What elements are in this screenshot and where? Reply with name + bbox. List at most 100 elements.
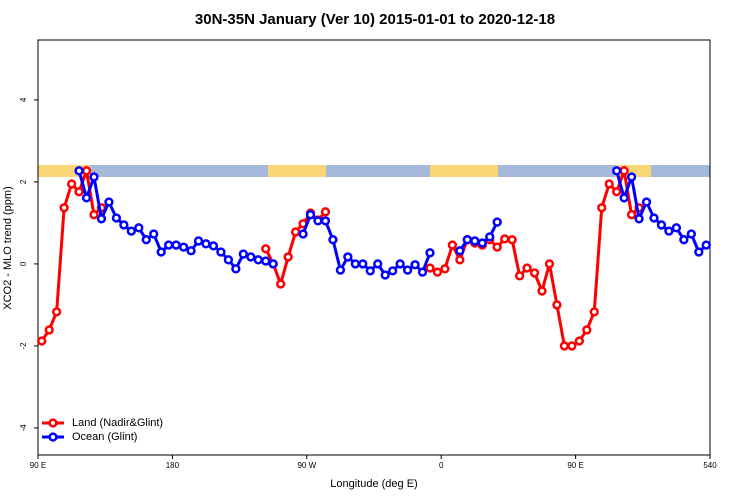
y-tick-label: 0 [19,261,28,266]
legend: Land (Nadir&Glint) Ocean (Glint) [42,417,163,443]
data-point [432,267,443,277]
data-point [619,193,629,203]
data-point [126,226,136,236]
data-point [298,229,308,239]
data-point [671,223,682,233]
legend-label: Land (Nadir&Glint) [72,417,163,429]
data-point [626,172,637,182]
data-point [59,203,69,213]
x-tick-label: 90 E [567,461,583,470]
data-point [156,247,166,257]
series-line [40,164,103,342]
data-point [305,210,316,220]
plot-frame [37,39,711,456]
data-point [320,216,331,226]
data-point [313,216,323,226]
data-point [417,267,428,277]
data-point [37,336,47,346]
data-point [358,259,368,269]
data-point [612,166,622,176]
data-point [246,252,256,262]
data-point [552,300,562,310]
land-mask-strip [38,165,710,177]
data-point [201,239,211,249]
data-point [231,264,241,274]
data-point [455,255,465,265]
data-point [492,242,502,252]
x-tick-label: 540 [703,461,717,470]
data-point [365,266,375,276]
data-point [514,271,525,281]
data-point [470,236,480,246]
data-point [111,213,122,223]
data-point [507,235,517,245]
data-point [149,229,159,239]
data-point [104,197,114,207]
data-point [208,241,219,251]
data-point [96,214,107,224]
data-point [626,210,637,220]
data-point [582,325,592,335]
data-point [141,235,151,245]
x-tick-label: 180 [166,461,180,470]
data-point [164,240,174,250]
data-point [589,307,599,317]
data-point [238,249,248,259]
data-point [477,238,487,248]
data-point [44,325,54,335]
data-point [492,217,502,227]
data-point [261,256,271,266]
data-point [268,259,278,269]
data-point [597,203,607,213]
data-point [134,223,144,233]
legend-label: Ocean (Glint) [72,431,137,443]
data-point [694,247,704,257]
data-point [679,235,689,245]
data-point [567,341,577,351]
data-point [701,240,711,250]
data-point [81,193,92,203]
data-point [81,166,92,176]
y-tick-label: -4 [19,424,28,432]
data-point [641,197,652,207]
data-point [328,235,338,245]
data-point [320,207,331,217]
data-point [559,341,570,351]
data-point [612,187,622,197]
data-point [522,263,532,273]
data-point [455,246,465,256]
data-point [500,234,510,244]
data-point [178,242,189,252]
data-point [74,187,84,197]
data-point [425,263,435,273]
data-point [574,336,584,346]
data-point [447,240,458,250]
x-axis-label: Longitude (deg E) [330,478,417,490]
data-point [388,266,398,276]
data-point [186,246,196,256]
data-point [395,259,405,269]
data-point [664,226,674,236]
data-point [66,179,77,189]
data-point [649,213,659,223]
data-point [52,307,62,317]
y-tick-label: 4 [19,97,28,102]
data-point [634,214,644,224]
data-point [656,220,667,230]
data-point [440,264,450,274]
data-point [74,166,84,176]
data-point [537,286,547,296]
data-point [343,252,353,262]
data-point [619,166,629,176]
data-point [283,252,293,262]
data-point [253,255,263,265]
data-point [276,279,286,289]
x-tick-label: 90 W [297,461,316,470]
data-point [261,244,271,254]
data-point [373,259,383,269]
data-point [223,255,234,265]
data-point [335,265,346,275]
legend-marker [48,418,58,428]
x-tick-label: 0 [439,461,444,470]
